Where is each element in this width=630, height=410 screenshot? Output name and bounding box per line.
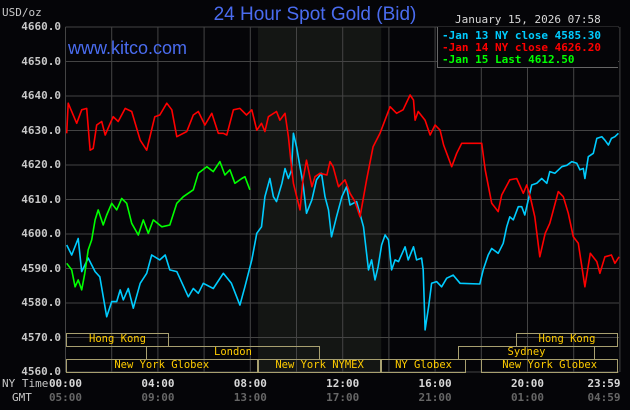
- gmt-tick-label: 01:00: [510, 391, 545, 404]
- y-tick-label: 4600.0: [21, 227, 61, 240]
- session-new-york-globex: New York Globex: [481, 359, 618, 373]
- x-tick-label: 20:00: [510, 377, 545, 390]
- y-tick-label: 4610.0: [21, 192, 61, 206]
- session-hong-kong: Hong Kong: [65, 333, 170, 347]
- x-tick-label: 00:00: [48, 377, 83, 390]
- gmt-tick-label: 04:59: [587, 391, 621, 404]
- legend-entry-jan14: -Jan 14 NY close 4626.20: [442, 41, 601, 54]
- gmt-tick-label: 21:00: [418, 391, 452, 404]
- gmt-tick-label: 17:00: [326, 391, 360, 404]
- session-ny-globex: NY Globex: [381, 359, 466, 373]
- y-tick-label: 4590.0: [21, 261, 61, 275]
- gmt-tick-label: 09:00: [141, 391, 175, 404]
- x-tick-label: 08:00: [233, 377, 267, 390]
- y-tick-label: 4620.0: [21, 158, 61, 171]
- legend-swatch: -: [442, 41, 449, 54]
- ny-time-label: NY Time: [2, 377, 49, 390]
- x-tick-label: 23:59: [587, 377, 621, 390]
- y-tick-label: 4580.0: [21, 296, 61, 309]
- watermark-url[interactable]: www.kitco.com: [68, 38, 188, 58]
- chart-title: 24 Hour Spot Gold (Bid): [213, 4, 417, 25]
- timestamp: January 15, 2026 07:58: [455, 13, 601, 26]
- session-new-york-nymex: New York NYMEX: [258, 359, 382, 373]
- gmt-label: GMT: [12, 391, 32, 404]
- y-tick-label: 4660.0: [21, 20, 61, 33]
- session-sydney: Sydney: [458, 346, 595, 360]
- session-new-york-globex: New York Globex: [65, 359, 258, 373]
- legend-swatch: -: [442, 29, 449, 42]
- x-tick-label: 12:00: [326, 377, 360, 390]
- y-tick-label: 4570.0: [21, 330, 61, 344]
- y-tick-label: 4630.0: [21, 123, 61, 137]
- y-tick-label: 4650.0: [21, 54, 61, 68]
- y-tick-label: 4560.0: [21, 365, 61, 378]
- series-line-0: [65, 132, 619, 331]
- series-line-2: [66, 160, 251, 291]
- x-tick-label: 16:00: [418, 377, 452, 390]
- session-london: London: [146, 346, 320, 360]
- session-hong-kong: Hong Kong: [515, 333, 618, 347]
- legend-swatch: -: [442, 53, 449, 66]
- gmt-tick-label: 05:00: [48, 391, 83, 404]
- legend-entry-jan13: -Jan 13 NY close 4585.30: [442, 29, 601, 42]
- legend-entry-jan15: -Jan 15 Last 4612.50: [442, 53, 575, 66]
- series-line-1: [65, 94, 620, 288]
- y-tick-label: 4640.0: [21, 89, 61, 102]
- gmt-tick-label: 13:00: [233, 391, 267, 404]
- y-axis-unit: USD/oz: [2, 6, 42, 19]
- legend: -Jan 13 NY close 4585.30 -Jan 14 NY clos…: [437, 27, 618, 68]
- x-tick-label: 04:00: [141, 377, 175, 390]
